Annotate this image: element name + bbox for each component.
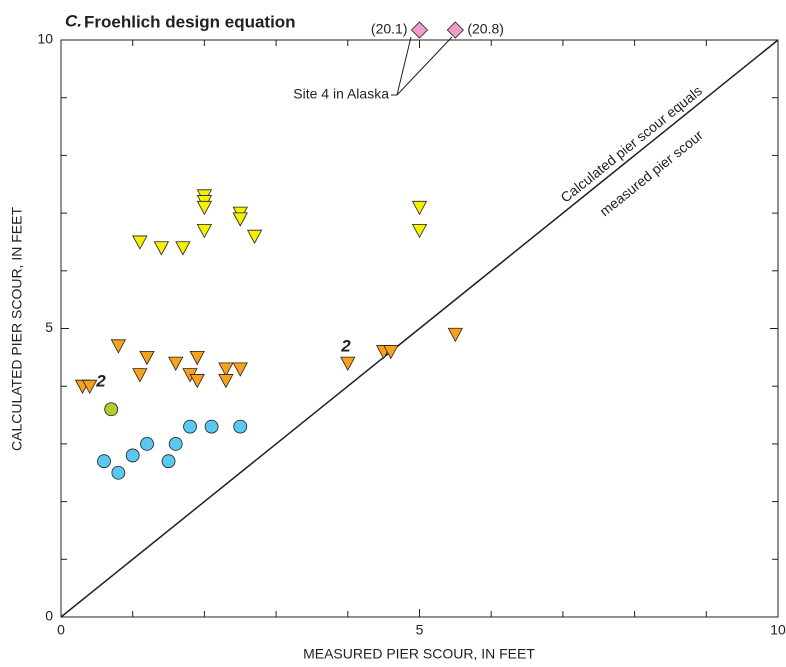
circle-marker [97,454,111,469]
triangle-marker [447,327,464,343]
leader-line [396,36,412,96]
y-tick-label: 5 [45,319,53,335]
triangle-marker [218,362,234,377]
triangle-marker [110,339,127,354]
triangle-marker [82,379,98,395]
triangle-marker [340,356,356,371]
circle-marker [233,419,248,434]
y-tick-label: 0 [45,608,53,624]
chart-title: Froehlich design equation [84,12,296,31]
circle-marker [140,436,154,451]
triangle-marker [196,200,213,216]
y-axis-label: CALCULATED PIER SCOUR, IN FEET [9,207,25,451]
equality-line [60,39,779,618]
leader-line [396,36,453,96]
triangle-marker [232,212,248,227]
value-label: (20.1) [371,21,408,37]
triangle-marker [189,350,205,366]
triangle-marker [132,368,148,383]
triangle-marker [168,356,184,371]
y-tick-label: 10 [37,31,53,47]
x-tick-label: 5 [416,622,424,638]
triangle-marker [139,350,155,366]
triangle-marker [189,374,205,389]
triangle-marker [383,345,399,360]
triangle-marker [175,241,191,256]
title-letter: C. [65,11,82,30]
triangle-marker [196,224,213,239]
annotation: 2 [95,371,106,390]
triangle-marker [411,200,428,216]
circle-marker [104,402,119,417]
circle-marker [168,436,183,451]
triangle-marker [153,241,170,256]
diamond-marker [410,21,429,39]
x-tick-label: 0 [57,622,65,638]
circle-marker [111,465,126,480]
circle-marker [125,448,140,463]
triangle-marker [132,235,148,250]
x-axis-label: MEASURED PIER SCOUR, IN FEET [303,646,535,662]
triangle-marker [246,229,263,245]
triangle-marker [218,374,234,389]
circle-marker [204,419,219,434]
triangle-marker [411,224,428,239]
circle-marker [183,419,197,434]
diamond-marker [446,21,464,39]
triangle-marker [232,362,248,377]
annotation: 2 [340,336,351,355]
x-tick-label: 10 [770,622,786,638]
circle-marker [161,454,176,469]
value-label: (20.8) [467,21,504,37]
annotation: Site 4 in Alaska [293,86,389,102]
